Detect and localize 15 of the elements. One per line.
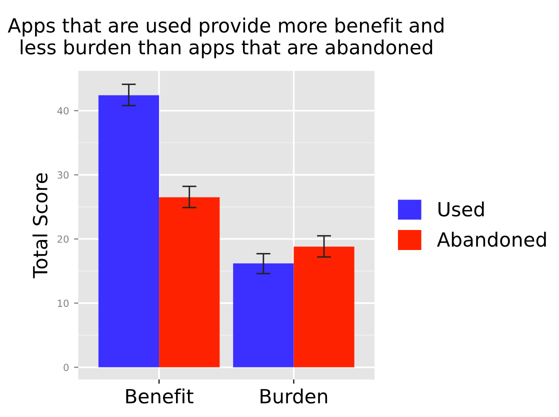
bar (233, 263, 294, 368)
y-tick-label: 40 (57, 107, 69, 114)
legend-label: Used (438, 202, 484, 217)
x-tick-label: Benefit (126, 388, 194, 404)
chart-title: Apps that are used provide more benefit and less burden than apps that are abandoned (8, 18, 444, 58)
y-tick-label: 20 (58, 235, 69, 243)
legend-label: Abandoned (436, 232, 546, 247)
bar (98, 95, 160, 368)
bar (294, 246, 354, 368)
y-axis-title: Total Score (32, 173, 48, 278)
y-tick-label: 0 (64, 364, 69, 372)
x-tick-label: Burden (260, 388, 328, 404)
y-tick-label: 10 (58, 300, 69, 307)
y-tick-label: 30 (58, 171, 69, 179)
bar (159, 197, 220, 368)
